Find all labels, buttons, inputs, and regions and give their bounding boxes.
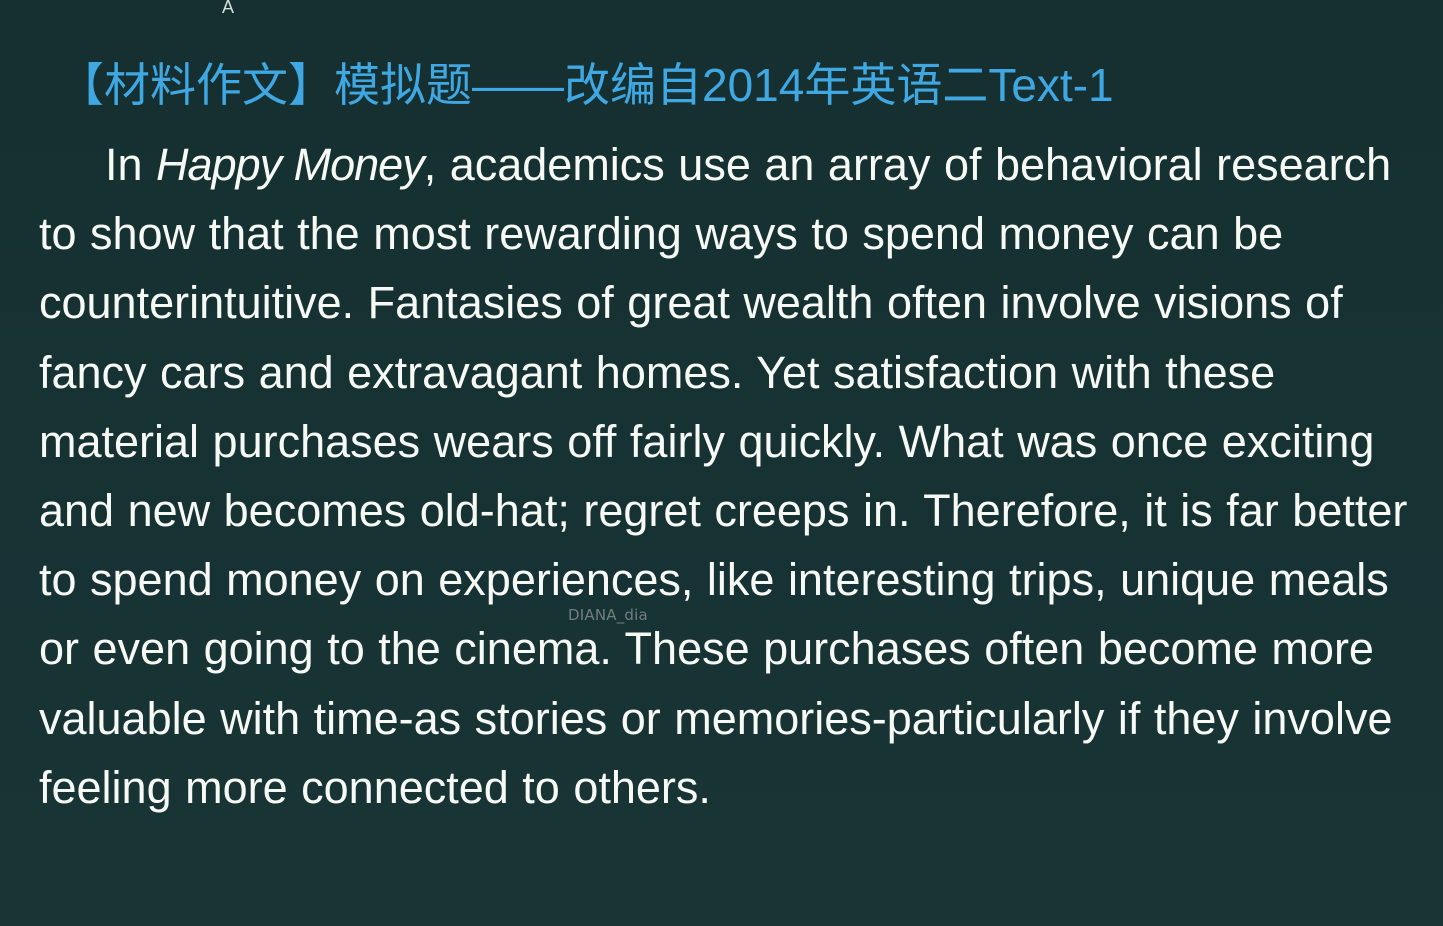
top-title-fragment: A	[222, 0, 235, 14]
reading-passage: In Happy Money, academics use an array o…	[39, 130, 1431, 822]
material-essay-title: 【材料作文】模拟题——改编自2014年英语二Text-1	[58, 59, 1114, 111]
passage-intro-word: In	[105, 139, 143, 190]
passage-body: , academics use an array of behavioral r…	[39, 139, 1408, 813]
book-title: Happy Money	[156, 139, 425, 190]
video-watermark: DIANA_dia	[568, 606, 648, 624]
